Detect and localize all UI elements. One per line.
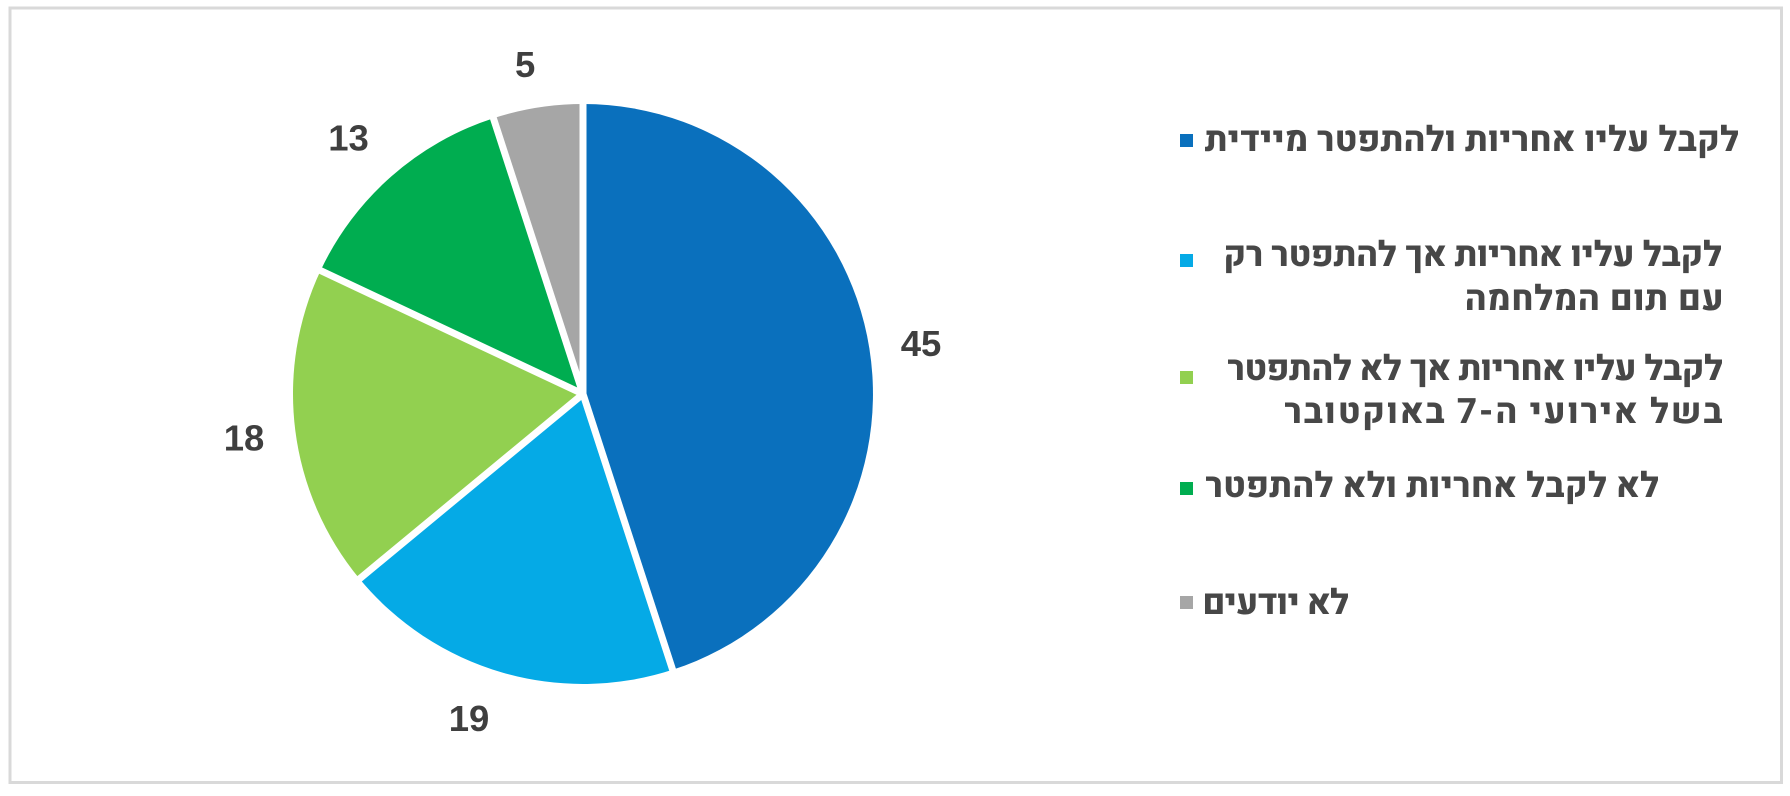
svg-text:5: 5 bbox=[515, 44, 535, 85]
svg-text:13: 13 bbox=[328, 118, 369, 159]
svg-text:45: 45 bbox=[901, 323, 942, 364]
svg-text:18: 18 bbox=[224, 418, 265, 459]
svg-text:19: 19 bbox=[449, 698, 490, 739]
